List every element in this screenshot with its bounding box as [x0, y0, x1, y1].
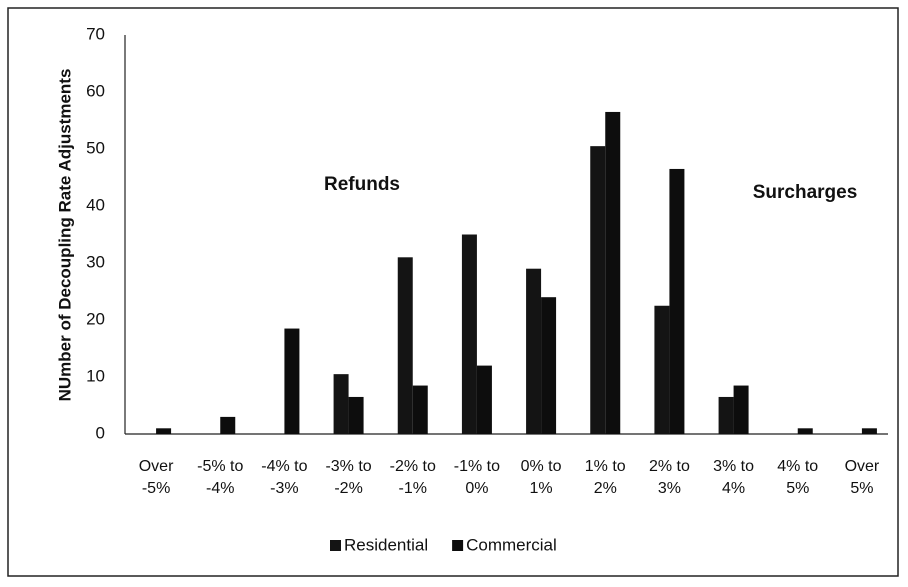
legend-label: Commercial: [466, 535, 557, 554]
bar: [654, 305, 670, 434]
bar: [526, 268, 542, 434]
x-tick-label: 2% to 3%: [648, 458, 690, 497]
bar: [461, 234, 477, 434]
annotation: Surcharges: [753, 182, 858, 203]
y-tick-label: 40: [86, 195, 105, 214]
bar: [590, 146, 606, 434]
legend-swatch: [330, 540, 341, 551]
bar: [412, 385, 428, 434]
bar: [797, 428, 813, 434]
x-tick-label: 3% to 4%: [713, 458, 755, 497]
annotation: Refunds: [324, 174, 400, 195]
x-tick-label: -2% to -1%: [389, 458, 436, 497]
bar: [733, 385, 749, 434]
x-tick-label: -4% to -3%: [261, 458, 308, 497]
x-tick-label: Over 5%: [844, 458, 880, 497]
x-tick-label: 4% to 5%: [777, 458, 819, 497]
y-tick-label: 70: [86, 24, 105, 43]
y-tick-label: 20: [86, 309, 105, 328]
y-tick-label: 10: [86, 366, 105, 385]
y-tick-label: 30: [86, 252, 105, 271]
bar: [333, 374, 349, 434]
bar: [861, 428, 877, 434]
bar: [397, 257, 413, 434]
bar: [541, 297, 557, 434]
y-axis-label: NUmber of Decoupling Rate Adjustments: [55, 69, 74, 402]
x-tick-label: 1% to 2%: [584, 458, 626, 497]
x-tick-label: 0% to 1%: [520, 458, 562, 497]
legend-label: Residential: [344, 535, 428, 554]
x-tick-label: -1% to 0%: [453, 458, 501, 497]
y-tick-label: 50: [86, 138, 105, 157]
x-tick-label: -3% to -2%: [325, 458, 372, 497]
bar: [669, 168, 685, 434]
y-tick-label: 0: [96, 423, 105, 442]
bar: [284, 328, 300, 434]
chart-border: [7, 7, 899, 577]
bar: [220, 416, 236, 434]
bar: [156, 428, 172, 434]
bar: [718, 396, 734, 434]
y-tick-label: 60: [86, 81, 105, 100]
bar: [605, 111, 621, 434]
bar: [348, 396, 364, 434]
x-tick-label: -5% to -4%: [197, 458, 244, 497]
x-tick-label: Over -5%: [138, 458, 174, 497]
legend-swatch: [452, 540, 464, 551]
bar: [476, 365, 492, 434]
